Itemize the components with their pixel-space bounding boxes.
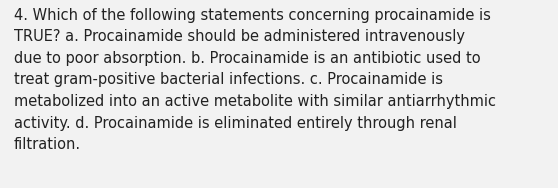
Text: 4. Which of the following statements concerning procainamide is
TRUE? a. Procain: 4. Which of the following statements con…: [14, 8, 496, 152]
